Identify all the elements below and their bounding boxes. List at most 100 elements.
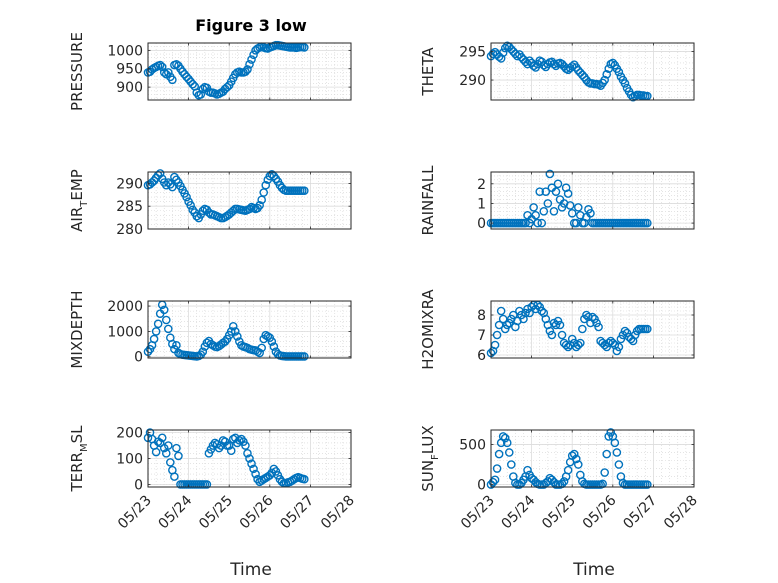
- y-tick-label: 0: [134, 477, 143, 493]
- y-axis-label: SUNFLUX: [419, 425, 441, 491]
- data-point: [198, 347, 208, 356]
- data-point: [202, 480, 212, 489]
- data-point: [166, 458, 175, 467]
- y-tick-label: 2: [477, 177, 486, 193]
- axes-box: [490, 42, 695, 101]
- data-point: [218, 436, 228, 445]
- subplot-rainfall: 0 1 2 RAINFALL: [419, 165, 695, 235]
- y-tick-label: 100: [116, 452, 143, 468]
- x-tick-label: 05/28: [661, 493, 701, 533]
- y-axis-label: TERRMSL: [68, 425, 90, 493]
- y-tick-label: 8: [477, 308, 486, 324]
- data-point: [247, 459, 256, 468]
- subplot-pressure: 900 950 1000 PRESSURE: [68, 32, 352, 111]
- y-tick-label: 1000: [107, 324, 143, 340]
- data-point: [168, 75, 177, 85]
- data-point: [643, 480, 652, 489]
- data-point: [172, 341, 181, 350]
- data-point: [174, 451, 183, 461]
- data-point: [563, 189, 573, 198]
- data-point: [151, 447, 161, 457]
- x-tick-label: 05/26: [237, 492, 277, 532]
- data-point: [172, 443, 181, 453]
- data-point: [163, 324, 173, 334]
- data-point: [265, 471, 275, 480]
- data-point: [214, 443, 224, 453]
- data-point: [149, 334, 159, 344]
- y-axis-label: THETA: [419, 47, 437, 97]
- data-point: [247, 55, 256, 64]
- y-tick-label: 0: [134, 350, 143, 366]
- data-point: [523, 465, 532, 475]
- subplot-h2omixra: 6 7 8 H2OMIXRA: [419, 289, 695, 370]
- data-point: [161, 449, 171, 458]
- x-tick-label: 05/24: [499, 492, 539, 532]
- data-point: [509, 310, 518, 320]
- data-point: [565, 201, 575, 210]
- data-point: [159, 68, 169, 77]
- x-tick-label: 05/26: [580, 492, 620, 532]
- data-point: [300, 186, 309, 195]
- y-axis-label: H2OMIXRA: [419, 289, 437, 370]
- figure-title: Figure 3 low: [195, 16, 307, 35]
- data-point: [498, 48, 508, 57]
- data-point: [243, 449, 252, 458]
- data-point: [537, 306, 547, 316]
- data-point: [269, 342, 279, 351]
- data-point: [563, 465, 573, 475]
- x-tick-label: 05/25: [196, 493, 236, 533]
- data-point: [228, 206, 238, 216]
- data-point: [155, 60, 165, 70]
- data-point: [525, 56, 534, 65]
- data-point: [571, 454, 581, 464]
- y-tick-label: 1000: [107, 43, 143, 59]
- data-point: [249, 464, 258, 474]
- data-point: [602, 449, 612, 459]
- x-axis-label-left: Time: [229, 560, 272, 580]
- data-point: [277, 477, 287, 487]
- x-axis-label-right: Time: [572, 560, 615, 580]
- subplot-sun-flux: 0 500 SUNFLUX 05/23 05/24 05/25 05/26 05/27 05/2…: [419, 425, 701, 532]
- data-point: [545, 169, 555, 179]
- y-tick-label: 200: [116, 426, 143, 442]
- data-point: [257, 343, 266, 353]
- y-tick-label: 290: [459, 73, 486, 89]
- data-point: [245, 60, 254, 69]
- data-point: [537, 218, 547, 228]
- x-tick-label: 05/23: [458, 493, 498, 533]
- axes-box: [147, 171, 352, 230]
- data-point: [233, 332, 242, 341]
- data-point: [261, 180, 271, 190]
- data-point: [610, 438, 620, 448]
- data-point: [578, 70, 587, 80]
- plot-area: [491, 301, 694, 358]
- data-point: [222, 82, 232, 92]
- data-point: [614, 460, 624, 469]
- data-point: [267, 337, 277, 346]
- data-point: [539, 207, 549, 216]
- data-point: [496, 54, 506, 63]
- data-point: [226, 446, 236, 456]
- y-tick-label: 295: [459, 45, 486, 61]
- data-point: [604, 432, 614, 441]
- x-tick-label: 05/27: [277, 493, 317, 533]
- data-point: [155, 169, 165, 178]
- data-point: [521, 57, 530, 67]
- data-point: [230, 327, 240, 336]
- data-point: [163, 441, 173, 450]
- data-point: [226, 327, 236, 336]
- data-point: [535, 187, 545, 196]
- data-point: [255, 348, 264, 358]
- data-point: [498, 432, 508, 441]
- y-tick-label: 900: [116, 80, 143, 96]
- axes-box: [490, 300, 695, 359]
- y-axis-label: PRESSURE: [68, 32, 86, 111]
- data-point: [168, 339, 177, 349]
- subplot-air-temp: 280 285 290 AIRTEMP: [68, 169, 352, 238]
- data-point: [182, 192, 191, 202]
- data-point: [488, 477, 498, 487]
- data-point: [241, 67, 250, 76]
- y-tick-label: 7: [477, 328, 486, 344]
- data-point: [600, 468, 609, 477]
